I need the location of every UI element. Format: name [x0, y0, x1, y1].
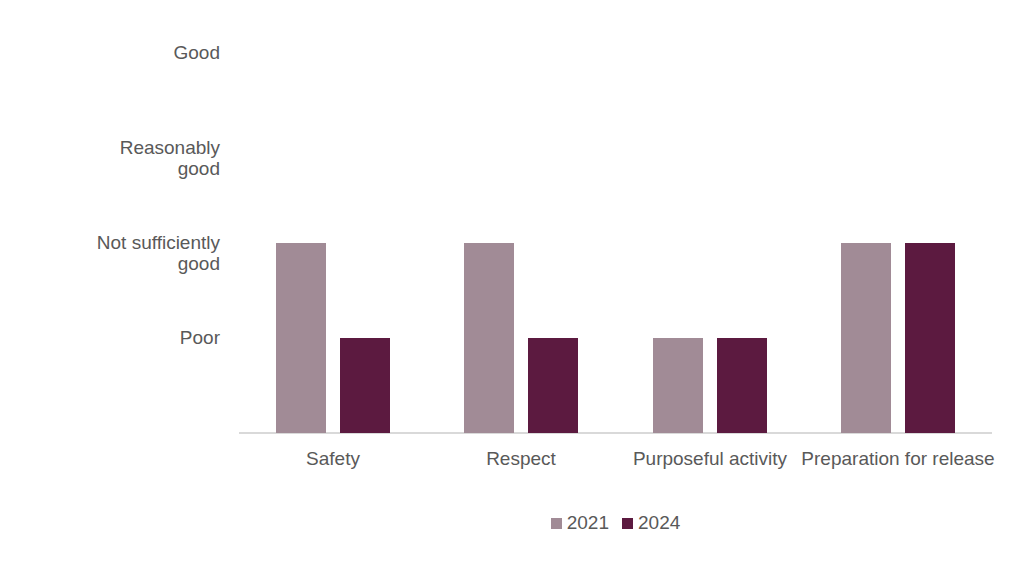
- legend-item-2024: 2024: [622, 512, 680, 534]
- x-axis-category-label-safety: Safety: [233, 448, 433, 470]
- bar-2024-purposeful-activity: [717, 338, 767, 433]
- legend-label-2024: 2024: [638, 512, 680, 534]
- y-axis-tick-label-poor: Poor: [0, 327, 220, 348]
- y-axis-tick-label-reasonably: Reasonably good: [0, 137, 220, 179]
- y-axis-tick-label-good: Good: [0, 42, 220, 63]
- legend-swatch-2024: [622, 518, 633, 529]
- bar-2021-purposeful-activity: [653, 338, 703, 433]
- bar-2021-preparation-for-release: [841, 243, 891, 433]
- chart-canvas: Good Reasonably good Not sufficiently good…: [0, 0, 1024, 563]
- legend-swatch-2021: [551, 518, 562, 529]
- bar-2021-safety: [276, 243, 326, 433]
- bar-2024-respect: [528, 338, 578, 433]
- bar-2021-respect: [464, 243, 514, 433]
- legend-item-2021: 2021: [551, 512, 609, 534]
- bar-2024-preparation-for-release: [905, 243, 955, 433]
- bar-2024-safety: [340, 338, 390, 433]
- x-axis-category-label-respect: Respect: [421, 448, 621, 470]
- x-axis-category-label-purposeful-activity: Purposeful activity: [610, 448, 810, 470]
- legend-label-2021: 2021: [567, 512, 609, 534]
- y-axis-tick-label-not-sufficiently: Not sufficiently good: [0, 232, 220, 274]
- legend: 2021 2024: [239, 512, 992, 534]
- x-axis-category-label-preparation-for-release: Preparation for release: [798, 448, 998, 470]
